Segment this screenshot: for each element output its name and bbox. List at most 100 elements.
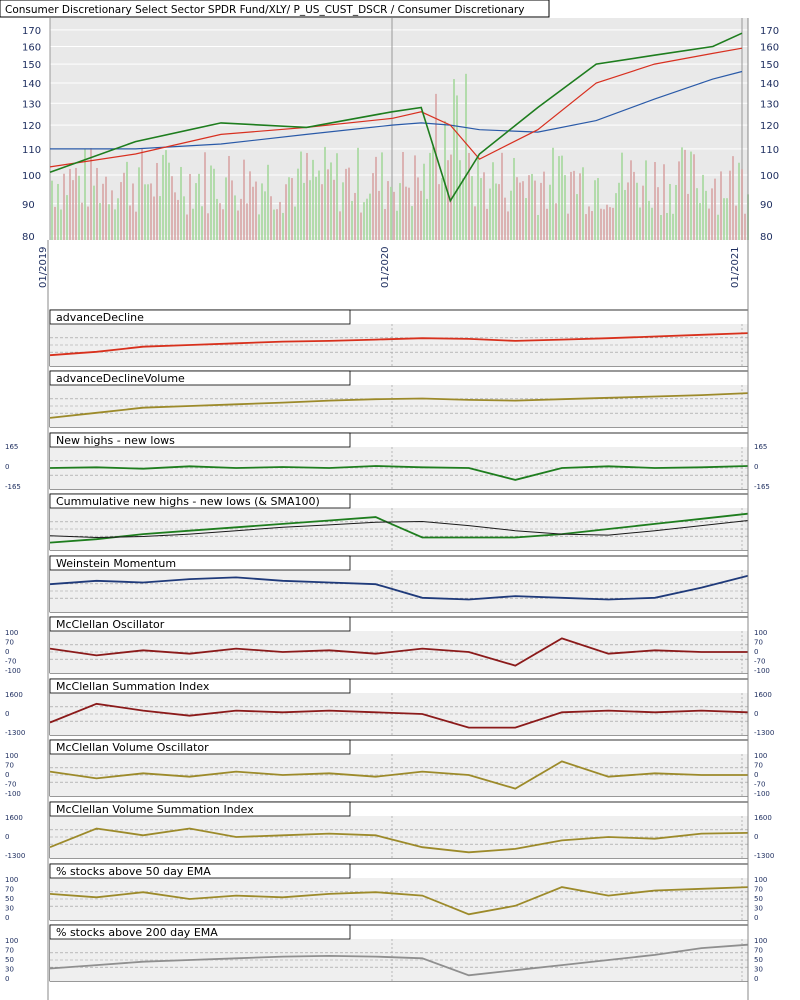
volume-bar [252, 186, 254, 240]
volume-bar [294, 206, 296, 240]
volume-bar [732, 156, 734, 240]
panel-tick-right: 165 [754, 443, 767, 451]
volume-bar [414, 155, 416, 240]
panel-title-box [49, 739, 351, 755]
panel-title-box [49, 432, 351, 448]
price-tick-right: 110 [760, 145, 779, 156]
volume-bar [399, 183, 401, 240]
volume-bar [108, 204, 110, 240]
volume-bar [306, 152, 308, 240]
panel-title-box [49, 370, 351, 386]
volume-bar [96, 167, 98, 240]
volume-bar [93, 185, 95, 240]
volume-bar [711, 188, 713, 240]
volume-bar [150, 183, 152, 240]
volume-bar [357, 147, 359, 240]
volume-bar [597, 178, 599, 240]
volume-bar [654, 162, 656, 240]
volume-bar [396, 210, 398, 240]
panel-tick-left: 0 [5, 975, 9, 983]
volume-bar [324, 146, 326, 240]
volume-bar [471, 176, 473, 240]
panel-tick-right: 0 [754, 833, 758, 841]
volume-bar [669, 183, 671, 240]
volume-bar [345, 168, 347, 240]
volume-bar [681, 147, 683, 240]
panel-tick-left: 100 [5, 937, 18, 945]
volume-bar [684, 149, 686, 240]
panel-title-box [49, 493, 351, 509]
panel-tick-left: 100 [5, 876, 18, 884]
volume-bar [87, 206, 89, 240]
volume-bar [60, 209, 62, 240]
volume-bar [402, 151, 404, 240]
panel-tick-left: -100 [5, 790, 21, 798]
volume-bar [66, 195, 68, 240]
panel-tick-right: 0 [754, 914, 758, 922]
volume-bar [735, 205, 737, 240]
panel-tick-left: 50 [5, 956, 14, 964]
volume-bar [219, 203, 221, 240]
panel-tick-left: 100 [5, 752, 18, 760]
volume-bar [162, 154, 164, 240]
volume-bar [519, 182, 521, 240]
volume-bar [81, 202, 83, 240]
volume-bar [339, 211, 341, 240]
panel-title: advanceDeclineVolume [56, 372, 185, 385]
panel-tick-right: 70 [754, 947, 763, 955]
panel-series-line [49, 392, 749, 419]
volume-bar [450, 154, 452, 240]
price-tick-right: 120 [760, 121, 779, 132]
volume-bar [144, 184, 146, 240]
volume-bar [558, 156, 560, 240]
volume-bar [285, 184, 287, 240]
volume-bar [576, 194, 578, 240]
panel-tick-right: 50 [754, 895, 763, 903]
panel-tick-right: 1600 [754, 814, 772, 822]
volume-bar [210, 165, 212, 240]
volume-bar [624, 189, 626, 240]
volume-bar [393, 191, 395, 240]
volume-bar [642, 185, 644, 240]
panel-tick-right: 100 [754, 937, 767, 945]
volume-bar [438, 184, 440, 240]
price-tick-left: 150 [22, 60, 41, 71]
volume-bar [138, 167, 140, 240]
volume-bar [573, 170, 575, 240]
volume-bar [729, 170, 731, 240]
volume-bar [498, 184, 500, 240]
panel-tick-right: 30 [754, 905, 763, 913]
volume-bar [57, 183, 59, 240]
volume-bar [384, 209, 386, 240]
volume-bar [375, 156, 377, 240]
price-tick-left: 170 [22, 26, 41, 37]
volume-bar [555, 203, 557, 240]
panel-series-line [49, 943, 749, 977]
price-tick-left: 160 [22, 42, 41, 53]
volume-bar [195, 183, 197, 240]
volume-bar [603, 209, 605, 240]
panel-tick-left: 0 [5, 833, 9, 841]
panel-tick-left: -70 [5, 781, 16, 789]
price-tick-right: 170 [760, 26, 779, 37]
panel-bg [50, 878, 748, 920]
volume-bar [537, 214, 539, 240]
volume-bar [672, 213, 674, 240]
volume-bar [462, 178, 464, 240]
volume-bar [117, 198, 119, 240]
volume-bar [648, 200, 650, 240]
volume-bar [168, 162, 170, 240]
volume-bar [75, 167, 77, 240]
panel-tick-left: 70 [5, 639, 14, 647]
panel-tick-right: -100 [754, 790, 770, 798]
volume-bar [327, 169, 329, 240]
price-tick-right: 90 [760, 200, 773, 211]
volume-bar [504, 197, 506, 240]
volume-bar [546, 208, 548, 240]
volume-bar [378, 190, 380, 240]
panel-series-line [49, 520, 749, 539]
volume-bar [570, 171, 572, 240]
panel-title-box [49, 924, 351, 940]
